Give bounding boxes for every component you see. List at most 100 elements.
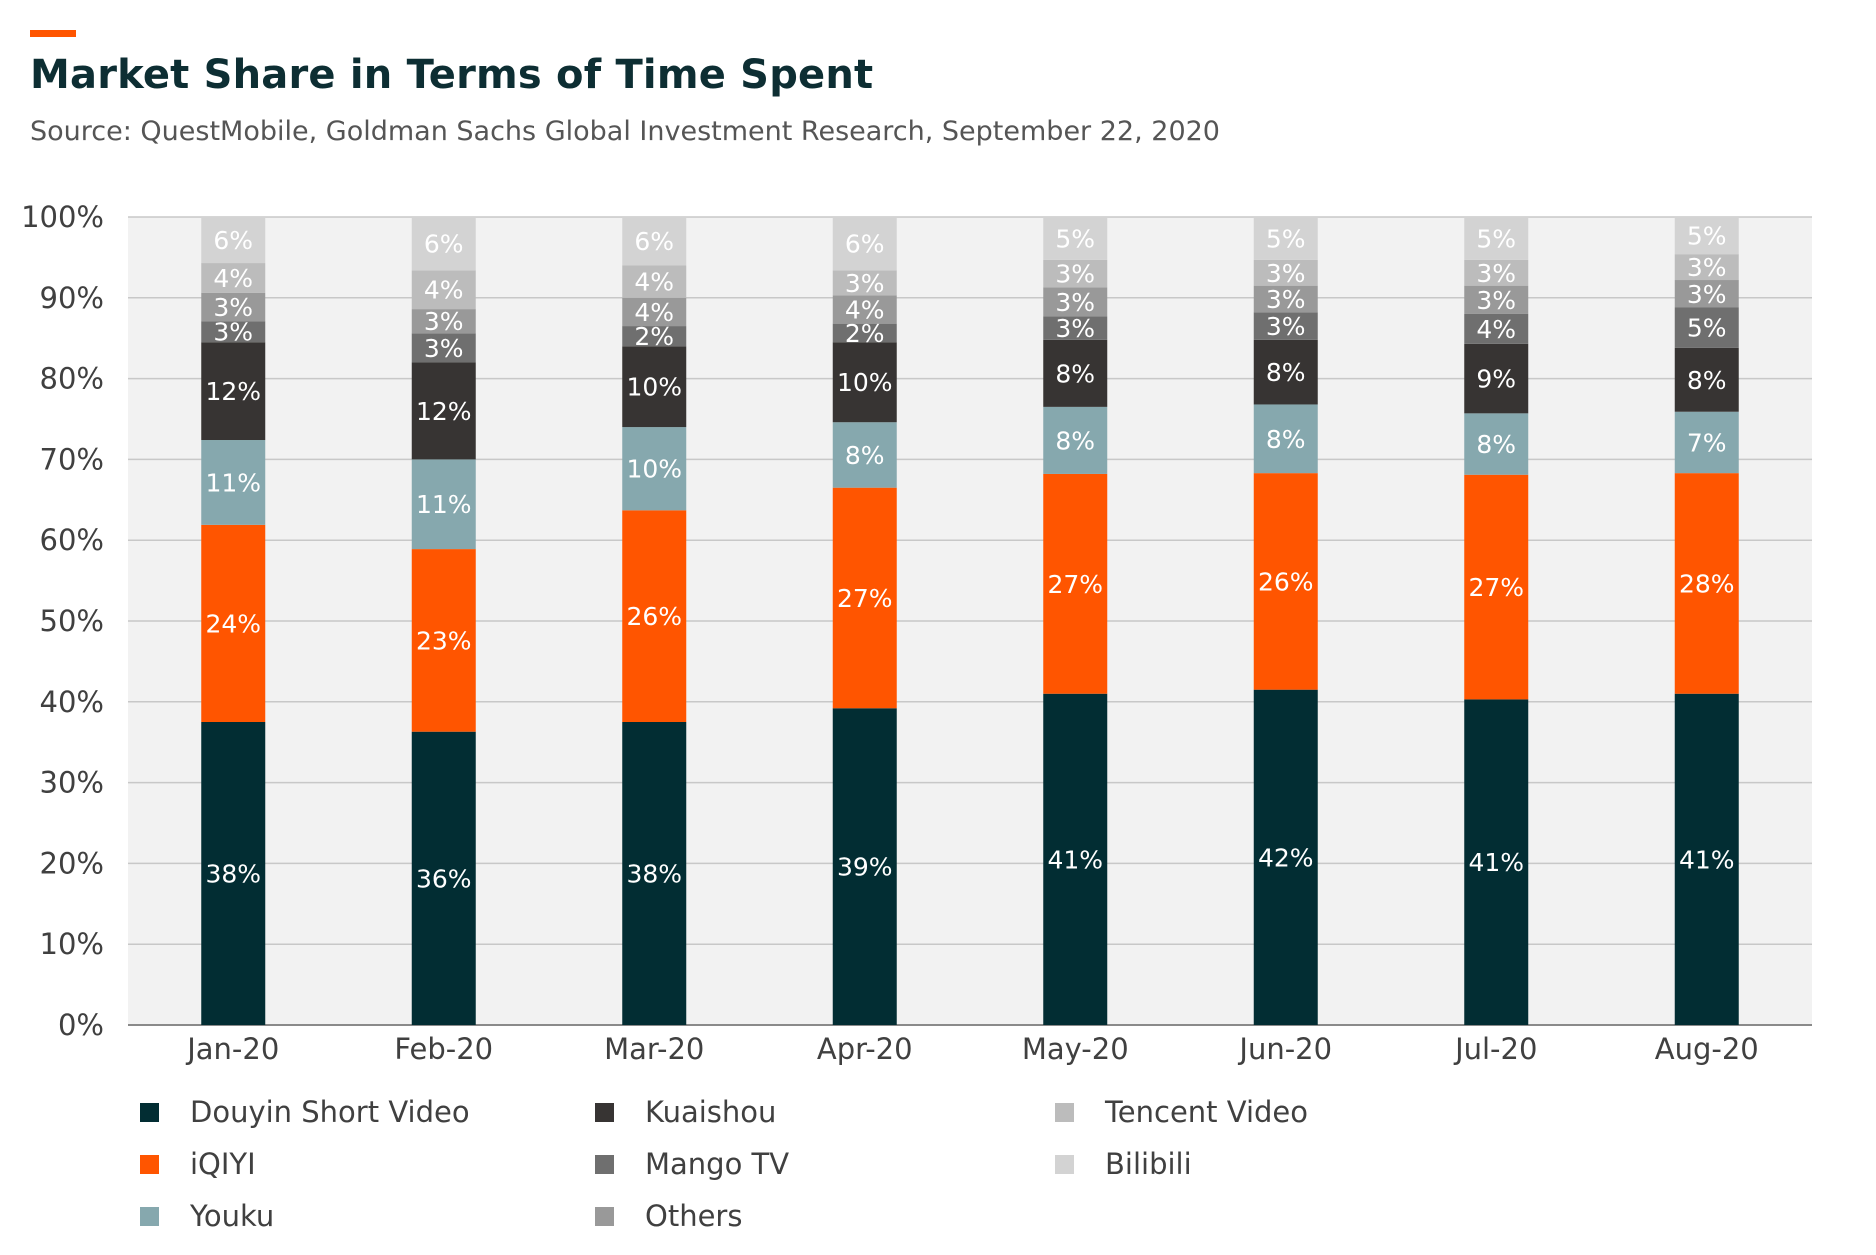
y-tick-label: 20% (40, 846, 104, 880)
chart-title: Market Share in Terms of Time Spent (30, 52, 874, 98)
bar-segment (1674, 411, 1739, 474)
bar-segment (201, 342, 266, 441)
bar-segment (1464, 285, 1529, 314)
bar-data-label: 9% (1476, 365, 1516, 394)
bar-data-label: 3% (424, 307, 464, 336)
legend-swatch (140, 1102, 159, 1122)
x-tick-label: Apr-20 (817, 1032, 913, 1066)
bar-data-label: 4% (424, 276, 464, 305)
bar-segment (1253, 312, 1318, 340)
bar-data-label: 26% (1258, 567, 1314, 596)
bar-data-label: 3% (213, 318, 253, 347)
bar-segment (1464, 259, 1529, 286)
bar-segment (411, 459, 476, 550)
x-tick-label: May-20 (1022, 1032, 1129, 1066)
bar-segment (201, 263, 266, 293)
bar-segment (201, 217, 266, 264)
y-tick-label: 30% (40, 766, 104, 800)
bar-data-label: 7% (1687, 428, 1727, 457)
legend-swatch (140, 1154, 159, 1174)
bar-data-label: 41% (1468, 848, 1524, 877)
bar-data-label: 8% (1266, 358, 1306, 387)
bar-data-label: 3% (1266, 312, 1306, 341)
bar-segment (622, 297, 687, 327)
bar-data-label: 38% (205, 860, 261, 889)
bar-segment (1043, 316, 1108, 340)
bar-segment (832, 323, 897, 343)
legend-swatch (1055, 1154, 1074, 1174)
bar-segment (201, 440, 266, 525)
bar-segment (1253, 689, 1318, 1025)
bar-data-label: 39% (837, 853, 893, 882)
bar-data-label: 2% (845, 319, 885, 348)
bar-data-label: 12% (205, 377, 261, 406)
bar-data-label: 12% (416, 397, 472, 426)
bar-segment (832, 422, 897, 488)
bar-segment (201, 722, 266, 1025)
bar-segment (622, 510, 687, 722)
bar-data-label: 5% (1687, 314, 1727, 343)
bar-data-label: 8% (1055, 426, 1095, 455)
legend-label: Others (645, 1199, 743, 1233)
bar-data-label: 3% (845, 269, 885, 298)
bar-segment (1674, 280, 1739, 308)
bar-data-label: 3% (1476, 286, 1516, 315)
bar-data-label: 3% (1476, 259, 1516, 288)
legend-label: Douyin Short Video (190, 1095, 470, 1129)
legend-label: iQIYI (190, 1147, 256, 1181)
bar-segment (622, 722, 687, 1025)
bar-segment (1253, 217, 1318, 260)
bar-data-label: 26% (626, 602, 682, 631)
bar-data-label: 3% (1055, 288, 1095, 317)
bar-segment (1464, 217, 1529, 260)
y-tick-label: 100% (21, 200, 104, 234)
bar-data-label: 3% (1687, 253, 1727, 282)
bar-segment (1253, 473, 1318, 690)
bar-data-label: 5% (1055, 224, 1095, 253)
bar-data-label: 3% (424, 334, 464, 363)
legend-label: Youku (190, 1199, 275, 1233)
bar-data-label: 3% (1266, 285, 1306, 314)
legend-swatch (1055, 1102, 1074, 1122)
title-accent-bar (30, 30, 76, 37)
bar-segment (1253, 259, 1318, 286)
legend-item: Tencent Video (1055, 1095, 1308, 1129)
bar-segment (411, 362, 476, 460)
bar-data-label: 5% (1476, 224, 1516, 253)
bar-segment (411, 270, 476, 310)
bar-data-label: 27% (1468, 573, 1524, 602)
bar-segment (622, 265, 687, 298)
bar-segment (1464, 474, 1529, 700)
legend-item: Mango TV (595, 1147, 789, 1181)
bar-segment (411, 309, 476, 334)
bar-data-label: 4% (213, 264, 253, 293)
bar-segment (201, 524, 266, 722)
y-tick-label: 0% (58, 1008, 104, 1042)
x-tick-label: Jan-20 (185, 1032, 279, 1066)
legend-item: Bilibili (1055, 1147, 1192, 1181)
bar-data-label: 4% (634, 268, 674, 297)
legend-item: Youku (140, 1199, 274, 1233)
bar-data-label: 24% (205, 609, 261, 638)
bar-data-label: 10% (837, 368, 893, 397)
bar-data-label: 38% (626, 860, 682, 889)
bar-segment (1464, 413, 1529, 475)
legend-label: Mango TV (645, 1147, 790, 1181)
bar-data-label: 4% (845, 296, 885, 325)
y-tick-label: 70% (40, 442, 104, 476)
bar-segment (411, 217, 476, 271)
bar-segment (1253, 404, 1318, 474)
bar-data-label: 8% (845, 441, 885, 470)
bar-segment (201, 292, 266, 322)
bar-data-label: 10% (626, 455, 682, 484)
bar-data-label: 28% (1679, 569, 1735, 598)
y-tick-label: 90% (40, 281, 104, 315)
legend-swatch (595, 1206, 614, 1226)
bar-data-label: 3% (213, 293, 253, 322)
bar-data-label: 3% (1055, 260, 1095, 289)
legend-item: Others (595, 1199, 742, 1233)
bar-data-label: 4% (1476, 315, 1516, 344)
bar-data-label: 10% (626, 373, 682, 402)
bar-segment (1674, 217, 1739, 255)
x-tick-label: Jun-20 (1237, 1032, 1332, 1066)
